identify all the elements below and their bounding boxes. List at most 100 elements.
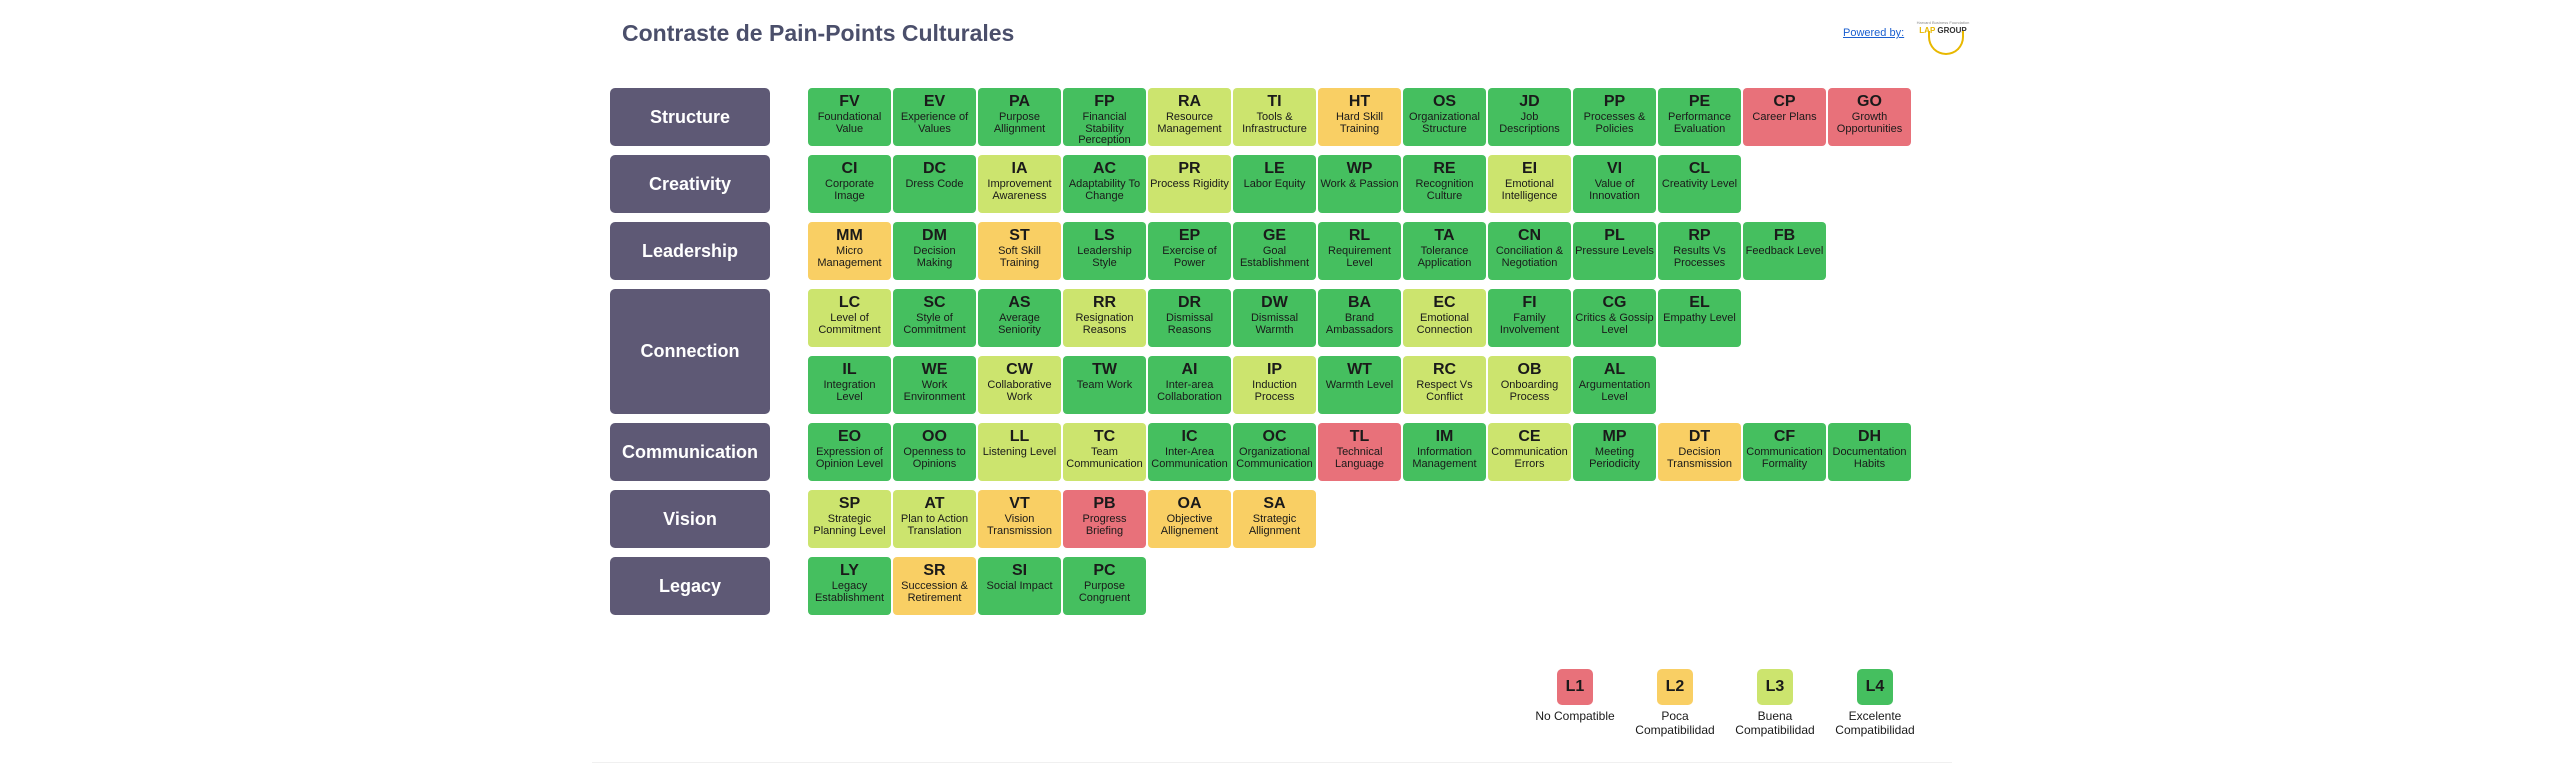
tile-code: PR [1178,160,1201,177]
pain-point-tile[interactable]: SP Strategic Planning Level [808,490,891,548]
pain-point-tile[interactable]: AT Plan to Action Translation [893,490,976,548]
pain-point-tile[interactable]: LL Listening Level [978,423,1061,481]
tile-label: Financial Stability Perception [1078,111,1131,146]
pain-point-tile[interactable]: IP Induction Process [1233,356,1316,414]
tile-label: Leadership Style [1077,245,1132,269]
pain-point-tile[interactable]: LS Leadership Style [1063,222,1146,280]
pain-point-tile[interactable]: LE Labor Equity [1233,155,1316,213]
pain-point-tile[interactable]: SR Succession & Retirement [893,557,976,615]
tile-code: CL [1688,160,1711,177]
pain-point-tile[interactable]: PB Progress Briefing [1063,490,1146,548]
legend-swatch: L1 [1557,669,1593,705]
pain-point-tile[interactable]: AL Argumentation Level [1573,356,1656,414]
pain-point-tile[interactable]: TA Tolerance Application [1403,222,1486,280]
pain-point-tile[interactable]: WP Work & Passion [1318,155,1401,213]
pain-point-tile[interactable]: IA Improvement Awareness [978,155,1061,213]
pain-point-tile[interactable]: TW Team Work [1063,356,1146,414]
category-tiles: CI Corporate Image DC Dress Code IA Improveme… [808,155,1743,213]
pain-point-tile[interactable]: RP Results Vs Processes [1658,222,1741,280]
pain-point-tile[interactable]: EI Emotional Intelligence [1488,155,1571,213]
pain-point-tile[interactable]: CL Creativity Level [1658,155,1741,213]
pain-point-tile[interactable]: FP Financial Stability Perception [1063,88,1146,146]
pain-point-tile[interactable]: FI Family Involvement [1488,289,1571,347]
powered-by-link[interactable]: Powered by: [1843,27,1905,39]
pain-point-tile[interactable]: TC Team Communication [1063,423,1146,481]
pain-point-tile[interactable]: PC Purpose Congruent [1063,557,1146,615]
pain-point-tile[interactable]: GO Growth Opportunities [1828,88,1911,146]
tile-label: Foundational Value [817,111,882,135]
pain-point-tile[interactable]: DH Documentation Habits [1828,423,1911,481]
lap-group-logo[interactable]: Harvard Business Foundation LAP GROUP [1912,14,1974,58]
pain-point-tile[interactable]: DW Dismissal Warmth [1233,289,1316,347]
pain-point-tile[interactable]: GE Goal Establishment [1233,222,1316,280]
tile-code: DR [1177,294,1202,311]
pain-point-tile[interactable]: OC Organizational Communication [1233,423,1316,481]
tile-label: Warmth Level [1325,379,1394,391]
pain-point-tile[interactable]: SI Social Impact [978,557,1061,615]
pain-point-tile[interactable]: DM Decision Making [893,222,976,280]
tile-label: Tolerance Application [1417,245,1472,269]
pain-point-tile[interactable]: TL Technical Language [1318,423,1401,481]
pain-point-tile[interactable]: RL Requirement Level [1318,222,1401,280]
pain-point-tile[interactable]: EP Exercise of Power [1148,222,1231,280]
pain-point-tile[interactable]: EO Expression of Opinion Level [808,423,891,481]
pain-point-tile[interactable]: DR Dismissal Reasons [1148,289,1231,347]
pain-point-tile[interactable]: CP Career Plans [1743,88,1826,146]
pain-point-tile[interactable]: OA Objective Allignement [1148,490,1231,548]
pain-point-tile[interactable]: AC Adaptability To Change [1063,155,1146,213]
pain-point-tile[interactable]: PP Processes & Policies [1573,88,1656,146]
pain-point-tile[interactable]: PR Process Rigidity [1148,155,1231,213]
pain-point-tile[interactable]: CW Collaborative Work [978,356,1061,414]
pain-point-tile[interactable]: WT Warmth Level [1318,356,1401,414]
tile-label: Emotional Intelligence [1501,178,1558,202]
pain-point-tile[interactable]: MP Meeting Periodicity [1573,423,1656,481]
tile-code: FP [1094,93,1115,110]
pain-point-tile[interactable]: EC Emotional Connection [1403,289,1486,347]
pain-point-tile[interactable]: CG Critics & Gossip Level [1573,289,1656,347]
pain-point-tile[interactable]: RE Recognition Culture [1403,155,1486,213]
pain-point-tile[interactable]: WE Work Environment [893,356,976,414]
pain-point-tile[interactable]: OS Organizational Structure [1403,88,1486,146]
pain-point-tile[interactable]: CE Communication Errors [1488,423,1571,481]
pain-point-tile[interactable]: EV Experience of Values [893,88,976,146]
pain-point-tile[interactable]: OO Openness to Opinions [893,423,976,481]
bottom-divider [592,762,1952,763]
pain-point-tile[interactable]: DT Decision Transmission [1658,423,1741,481]
pain-point-tile[interactable]: VI Value of Innovation [1573,155,1656,213]
pain-point-tile[interactable]: IC Inter-Area Communication [1148,423,1231,481]
pain-point-tile[interactable]: CN Conciliation & Negotiation [1488,222,1571,280]
pain-point-tile[interactable]: CI Corporate Image [808,155,891,213]
pain-point-tile[interactable]: BA Brand Ambassadors [1318,289,1401,347]
pain-point-tile[interactable]: DC Dress Code [893,155,976,213]
pain-point-tile[interactable]: OB Onboarding Process [1488,356,1571,414]
pain-point-tile[interactable]: LC Level of Commitment [808,289,891,347]
pain-point-tile[interactable]: AS Average Seniority [978,289,1061,347]
pain-point-tile[interactable]: SA Strategic Allignment [1233,490,1316,548]
pain-point-tile[interactable]: LY Legacy Establishment [808,557,891,615]
pain-point-tile[interactable]: RR Resignation Reasons [1063,289,1146,347]
pain-point-tile[interactable]: EL Empathy Level [1658,289,1741,347]
pain-point-tile[interactable]: HT Hard Skill Training [1318,88,1401,146]
pain-point-tile[interactable]: IL Integration Level [808,356,891,414]
category-tiles: EO Expression of Opinion Level OO Openness … [808,423,1913,481]
pain-point-tile[interactable]: TI Tools & Infrastructure [1233,88,1316,146]
pain-point-tile[interactable]: IM Information Management [1403,423,1486,481]
tile-label: Recognition Culture [1415,178,1474,202]
pain-point-tile[interactable]: PA Purpose Allignment [978,88,1061,146]
tile-code: HT [1348,93,1371,110]
pain-point-tile[interactable]: AI Inter-area Collaboration [1148,356,1231,414]
category-row: Vision SP Strategic Planning Level AT Plan t… [610,490,1913,548]
pain-point-tile[interactable]: JD Job Descriptions [1488,88,1571,146]
pain-point-tile[interactable]: CF Communication Formality [1743,423,1826,481]
pain-point-tile[interactable]: MM Micro Management [808,222,891,280]
pain-point-tile[interactable]: RA Resource Management [1148,88,1231,146]
pain-point-tile[interactable]: PE Performance Evaluation [1658,88,1741,146]
pain-point-tile[interactable]: FV Foundational Value [808,88,891,146]
tile-code: PA [1008,93,1031,110]
pain-point-tile[interactable]: RC Respect Vs Conflict [1403,356,1486,414]
pain-point-tile[interactable]: VT Vision Transmission [978,490,1061,548]
pain-point-tile[interactable]: PL Pressure Levels [1573,222,1656,280]
pain-point-tile[interactable]: ST Soft Skill Training [978,222,1061,280]
pain-point-tile[interactable]: SC Style of Commitment [893,289,976,347]
pain-point-tile[interactable]: FB Feedback Level [1743,222,1826,280]
